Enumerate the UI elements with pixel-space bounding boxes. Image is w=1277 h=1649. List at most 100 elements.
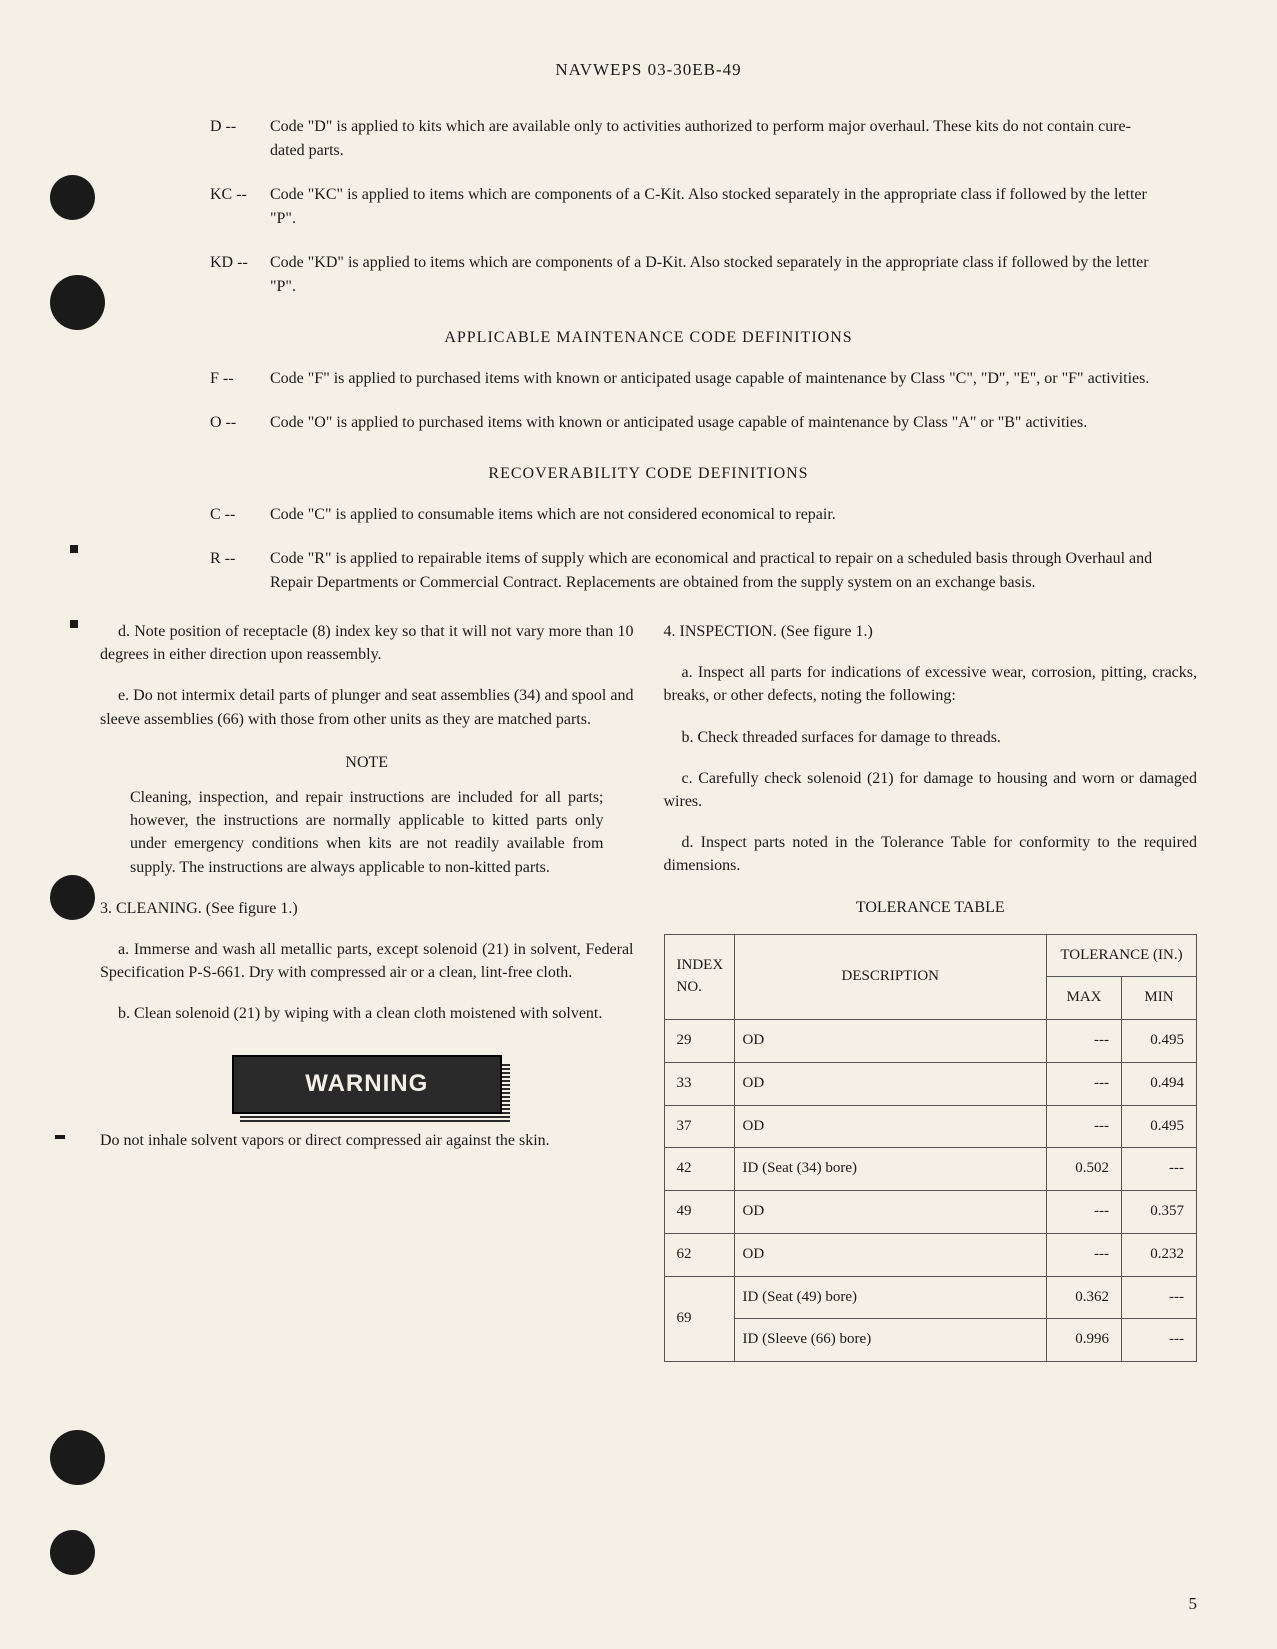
cleaning-para-b: b. Clean solenoid (21) by wiping with a … xyxy=(100,1002,634,1025)
table-header-description: DESCRIPTION xyxy=(734,934,1047,1020)
table-header-max: MAX xyxy=(1047,977,1122,1020)
cell-min: 0.494 xyxy=(1122,1062,1197,1105)
cell-desc: ID (Seat (34) bore) xyxy=(734,1148,1047,1191)
cell-min: 0.495 xyxy=(1122,1105,1197,1148)
warning-box: WARNING xyxy=(232,1055,502,1114)
code-item-d: D -- Code "D" is applied to kits which a… xyxy=(210,115,1157,163)
code-label: KD -- xyxy=(210,251,270,299)
table-row: 69 ID (Seat (49) bore) 0.362 --- xyxy=(664,1276,1197,1319)
cell-index: 37 xyxy=(664,1105,734,1148)
table-row: 49 OD --- 0.357 xyxy=(664,1191,1197,1234)
cell-desc: OD xyxy=(734,1233,1047,1276)
table-row: 33 OD --- 0.494 xyxy=(664,1062,1197,1105)
cell-min: --- xyxy=(1122,1276,1197,1319)
cell-min: 0.232 xyxy=(1122,1233,1197,1276)
cell-index: 69 xyxy=(664,1276,734,1362)
code-label: D -- xyxy=(210,115,270,163)
table-row: 42 ID (Seat (34) bore) 0.502 --- xyxy=(664,1148,1197,1191)
table-header-tolerance: TOLERANCE (IN.) xyxy=(1047,934,1197,977)
cell-min: --- xyxy=(1122,1319,1197,1362)
cell-min: 0.495 xyxy=(1122,1020,1197,1063)
cleaning-heading: 3. CLEANING. (See figure 1.) xyxy=(100,897,634,920)
page-number: 5 xyxy=(1189,1594,1198,1614)
tolerance-table: INDEX NO. DESCRIPTION TOLERANCE (IN.) MA… xyxy=(664,934,1198,1363)
cell-index: 42 xyxy=(664,1148,734,1191)
code-text: Code "KD" is applied to items which are … xyxy=(270,251,1157,299)
punch-hole xyxy=(50,875,95,920)
cell-desc: OD xyxy=(734,1105,1047,1148)
warning-label: WARNING xyxy=(232,1055,502,1114)
paragraph-e: e. Do not intermix detail parts of plung… xyxy=(100,684,634,730)
punch-hole xyxy=(50,1430,105,1485)
document-header: NAVWEPS 03-30EB-49 xyxy=(100,60,1197,80)
page-mark xyxy=(70,620,78,628)
maintenance-code-definitions: F -- Code "F" is applied to purchased it… xyxy=(210,367,1157,435)
right-column: 4. INSPECTION. (See figure 1.) a. Inspec… xyxy=(664,620,1198,1362)
code-item-f: F -- Code "F" is applied to purchased it… xyxy=(210,367,1157,391)
warning-text: Do not inhale solvent vapors or direct c… xyxy=(100,1129,634,1152)
source-code-definitions: D -- Code "D" is applied to kits which a… xyxy=(210,115,1157,299)
inspection-para-b: b. Check threaded surfaces for damage to… xyxy=(664,726,1198,749)
code-text: Code "D" is applied to kits which are av… xyxy=(270,115,1157,163)
page-mark xyxy=(70,545,78,553)
cell-desc: OD xyxy=(734,1062,1047,1105)
code-text: Code "C" is applied to consumable items … xyxy=(270,503,1157,527)
code-item-r: R -- Code "R" is applied to repairable i… xyxy=(210,547,1157,595)
inspection-heading: 4. INSPECTION. (See figure 1.) xyxy=(664,620,1198,643)
code-item-c: C -- Code "C" is applied to consumable i… xyxy=(210,503,1157,527)
code-text: Code "F" is applied to purchased items w… xyxy=(270,367,1157,391)
cell-max: --- xyxy=(1047,1191,1122,1234)
cell-max: --- xyxy=(1047,1233,1122,1276)
code-label: F -- xyxy=(210,367,270,391)
cell-max: 0.996 xyxy=(1047,1319,1122,1362)
table-row: 62 OD --- 0.232 xyxy=(664,1233,1197,1276)
cell-max: 0.362 xyxy=(1047,1276,1122,1319)
paragraph-d: d. Note position of receptacle (8) index… xyxy=(100,620,634,666)
tolerance-table-heading: TOLERANCE TABLE xyxy=(664,896,1198,919)
note-text: Cleaning, inspection, and repair instruc… xyxy=(130,786,604,879)
recoverability-code-definitions: C -- Code "C" is applied to consumable i… xyxy=(210,503,1157,595)
cell-desc: ID (Sleeve (66) bore) xyxy=(734,1319,1047,1362)
cell-max: --- xyxy=(1047,1105,1122,1148)
maintenance-heading: APPLICABLE MAINTENANCE CODE DEFINITIONS xyxy=(100,329,1197,347)
code-label: KC -- xyxy=(210,183,270,231)
code-text: Code "KC" is applied to items which are … xyxy=(270,183,1157,231)
cell-index: 49 xyxy=(664,1191,734,1234)
left-column: d. Note position of receptacle (8) index… xyxy=(100,620,634,1362)
code-label: C -- xyxy=(210,503,270,527)
note-heading: NOTE xyxy=(100,751,634,774)
cell-min: --- xyxy=(1122,1148,1197,1191)
cell-index: 62 xyxy=(664,1233,734,1276)
cell-max: --- xyxy=(1047,1062,1122,1105)
recoverability-heading: RECOVERABILITY CODE DEFINITIONS xyxy=(100,465,1197,483)
cell-desc: OD xyxy=(734,1191,1047,1234)
punch-hole xyxy=(50,275,105,330)
code-item-o: O -- Code "O" is applied to purchased it… xyxy=(210,411,1157,435)
code-label: O -- xyxy=(210,411,270,435)
cell-desc: ID (Seat (49) bore) xyxy=(734,1276,1047,1319)
table-header-index: INDEX NO. xyxy=(664,934,734,1020)
code-text: Code "O" is applied to purchased items w… xyxy=(270,411,1157,435)
punch-hole xyxy=(50,1530,95,1575)
cell-max: --- xyxy=(1047,1020,1122,1063)
cell-desc: OD xyxy=(734,1020,1047,1063)
code-item-kd: KD -- Code "KD" is applied to items whic… xyxy=(210,251,1157,299)
two-column-body: d. Note position of receptacle (8) index… xyxy=(100,620,1197,1362)
table-row: 29 OD --- 0.495 xyxy=(664,1020,1197,1063)
punch-hole xyxy=(50,175,95,220)
table-row: 37 OD --- 0.495 xyxy=(664,1105,1197,1148)
cell-index: 33 xyxy=(664,1062,734,1105)
code-item-kc: KC -- Code "KC" is applied to items whic… xyxy=(210,183,1157,231)
table-header-min: MIN xyxy=(1122,977,1197,1020)
inspection-para-a: a. Inspect all parts for indications of … xyxy=(664,661,1198,707)
cell-min: 0.357 xyxy=(1122,1191,1197,1234)
table-row: ID (Sleeve (66) bore) 0.996 --- xyxy=(664,1319,1197,1362)
cell-index: 29 xyxy=(664,1020,734,1063)
code-text: Code "R" is applied to repairable items … xyxy=(270,547,1157,595)
cell-max: 0.502 xyxy=(1047,1148,1122,1191)
inspection-para-d: d. Inspect parts noted in the Tolerance … xyxy=(664,831,1198,877)
code-label: R -- xyxy=(210,547,270,595)
page-mark xyxy=(55,1135,65,1139)
inspection-para-c: c. Carefully check solenoid (21) for dam… xyxy=(664,767,1198,813)
cleaning-para-a: a. Immerse and wash all metallic parts, … xyxy=(100,938,634,984)
